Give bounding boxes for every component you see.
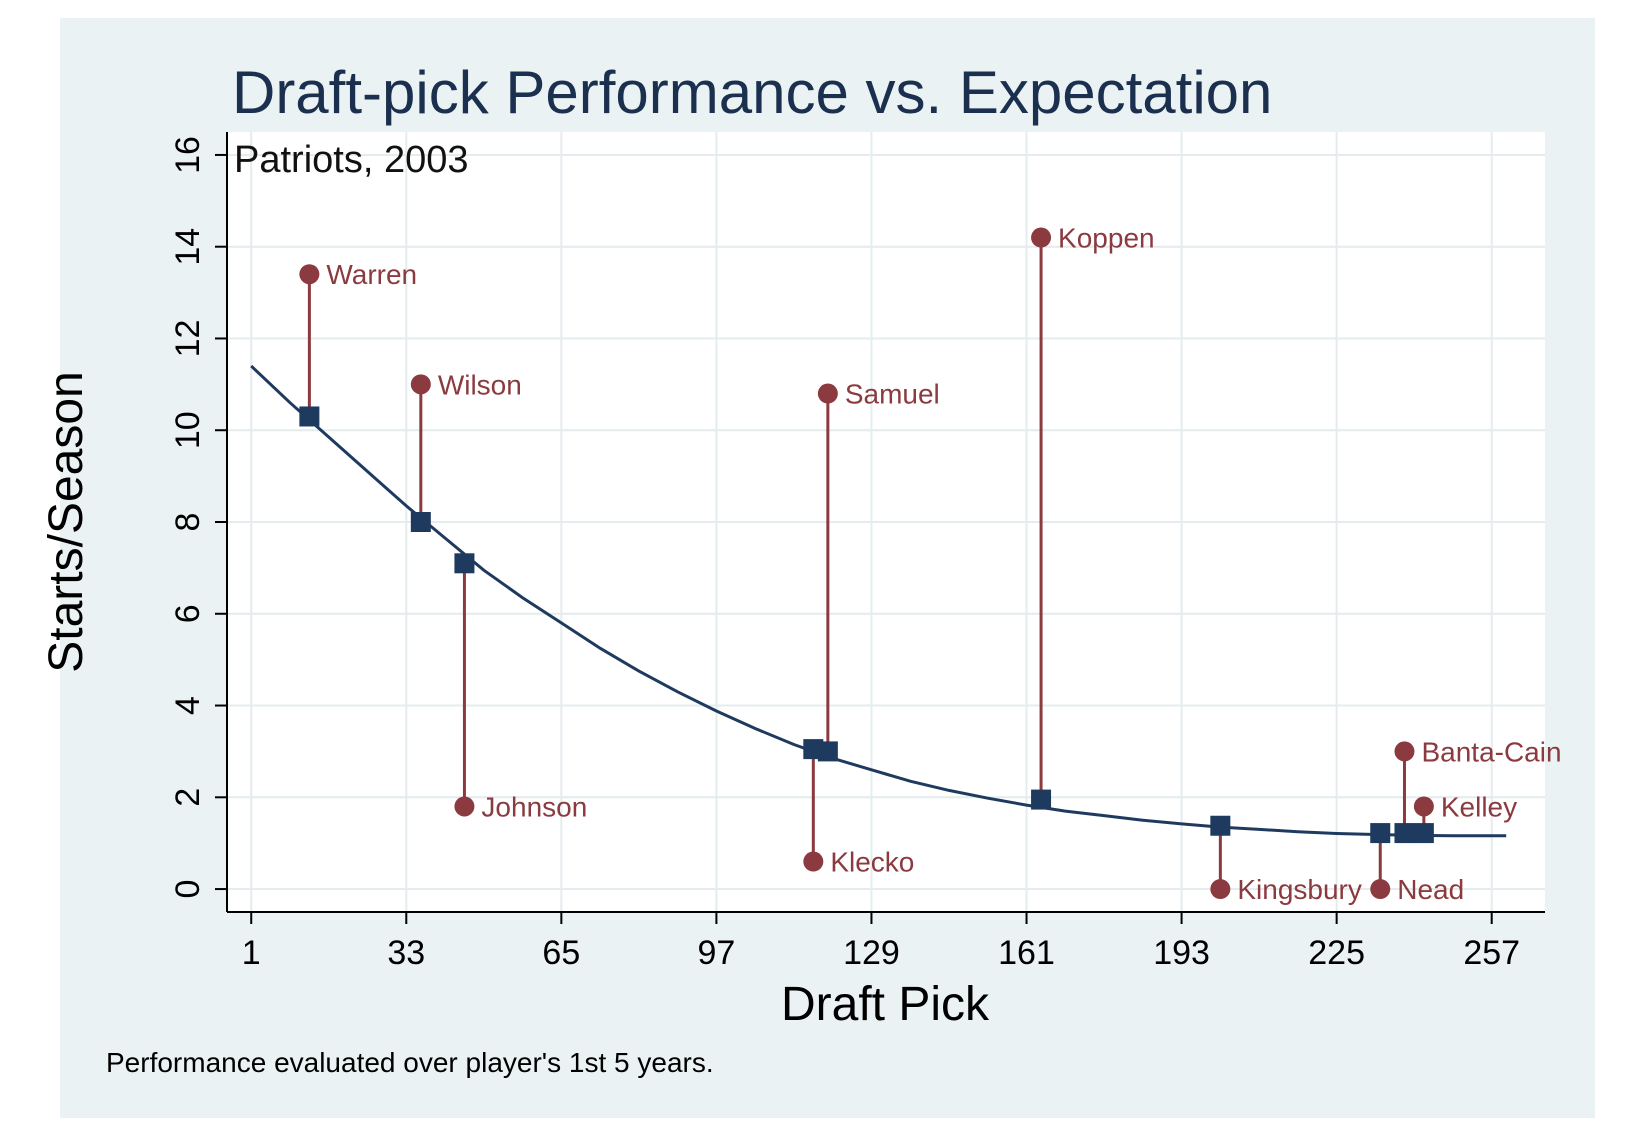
- actual-marker: [1394, 741, 1415, 762]
- x-tick-label: 225: [1308, 934, 1365, 972]
- actual-marker: [410, 374, 431, 395]
- stems: [307, 237, 1426, 890]
- x-tick-label: 129: [843, 934, 900, 972]
- actual-marker: [454, 796, 475, 817]
- actual-marker: [1370, 879, 1391, 900]
- y-tick-label: 2: [169, 788, 207, 807]
- player-labels: Warren Wilson Johnson Klecko Samuel Koppen Kin…: [326, 223, 1561, 906]
- actual-marker: [299, 264, 320, 285]
- markers: [299, 227, 1434, 900]
- chart-title: Draft-pick Performance vs. Expectation: [232, 59, 1272, 126]
- actual-marker: [817, 383, 838, 404]
- y-tick-label: 10: [169, 411, 207, 449]
- player-label: Warren: [326, 259, 417, 290]
- footnote: Performance evaluated over player's 1st …: [106, 1047, 714, 1078]
- axes: 1 33 65 97 129 161 193 225 257 0 2 4 6 8 10 12 14 16: [169, 132, 1545, 972]
- y-tick-label: 16: [169, 136, 207, 174]
- x-axis-title: Draft Pick: [781, 978, 990, 1031]
- player-label: Wilson: [438, 369, 522, 400]
- player-label: Koppen: [1058, 223, 1155, 254]
- player-label: Samuel: [845, 379, 940, 410]
- x-tick-label: 161: [998, 934, 1055, 972]
- x-tick-label: 1: [242, 934, 261, 972]
- expected-marker: [1370, 823, 1391, 844]
- expected-curve-group: [250, 364, 1507, 838]
- y-tick-label: 14: [169, 228, 207, 266]
- expected-marker: [454, 553, 475, 574]
- expected-marker: [817, 741, 838, 762]
- x-tick-label: 65: [542, 934, 580, 972]
- player-label: Johnson: [481, 791, 587, 822]
- chart-subtitle: Patriots, 2003: [234, 139, 468, 181]
- x-tick-label: 33: [387, 934, 425, 972]
- actual-marker: [803, 851, 824, 872]
- x-tick-label: 257: [1463, 934, 1520, 972]
- actual-marker: [1031, 227, 1052, 248]
- player-label: Kelley: [1441, 791, 1517, 822]
- y-axis-title: Starts/Season: [40, 371, 93, 673]
- player-label: Kingsbury: [1237, 874, 1362, 905]
- player-label: Banta-Cain: [1421, 736, 1561, 767]
- y-tick-label: 6: [169, 604, 207, 623]
- expected-marker: [1031, 789, 1052, 810]
- player-label: Nead: [1397, 874, 1464, 905]
- expected-marker: [1394, 823, 1415, 844]
- expected-marker: [1210, 815, 1231, 836]
- x-tick-label: 193: [1153, 934, 1210, 972]
- expected-curve: [250, 364, 1507, 838]
- expected-marker: [299, 406, 320, 427]
- y-tick-label: 8: [169, 513, 207, 532]
- x-tick-label: 97: [697, 934, 735, 972]
- y-tick-label: 12: [169, 320, 207, 358]
- expected-marker: [410, 512, 431, 532]
- y-tick-label: 4: [169, 696, 207, 715]
- expected-marker: [1413, 823, 1434, 844]
- y-tick-label: 0: [169, 880, 207, 899]
- actual-marker: [1413, 796, 1434, 817]
- actual-marker: [1210, 879, 1231, 900]
- player-label: Klecko: [830, 847, 914, 878]
- gridlines: [227, 132, 1545, 912]
